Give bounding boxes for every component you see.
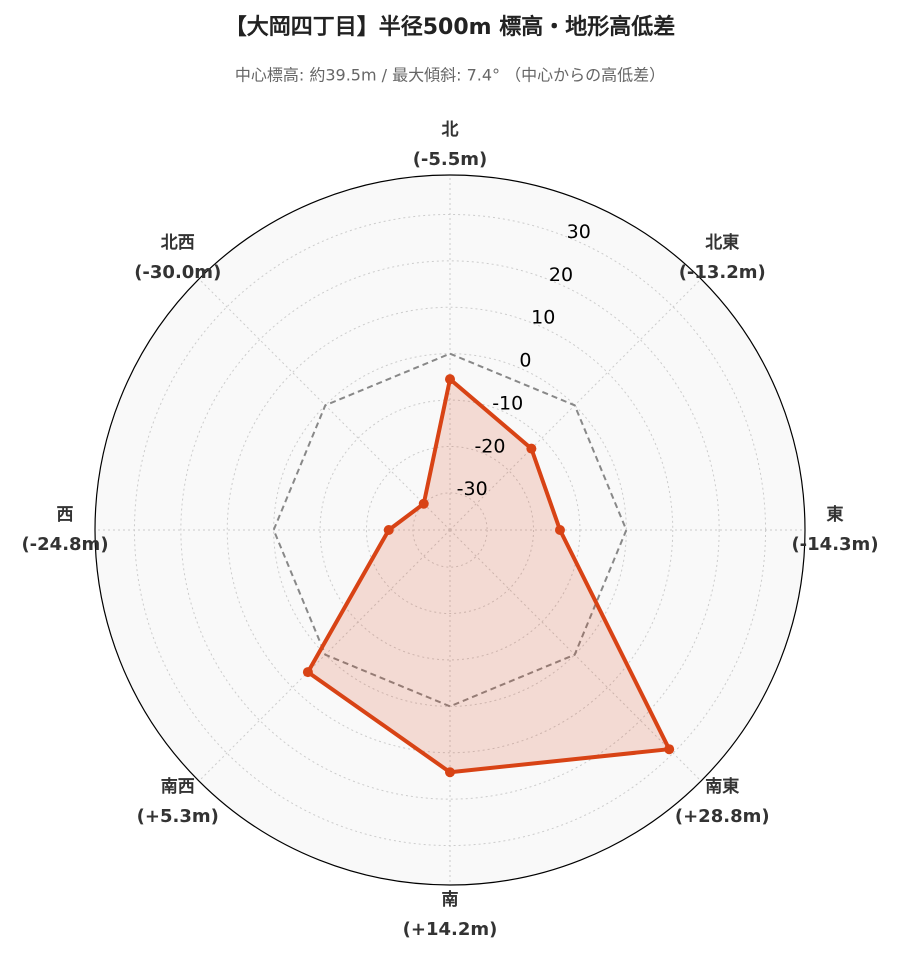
r-tick-label: -30 [457,478,488,500]
grid-spoke [449,529,702,782]
value-label: (+28.8m) [675,806,770,827]
category-label: 北西 [161,233,195,253]
r-tick-label: -20 [474,435,505,457]
r-tick-label: 10 [531,307,555,329]
r-tick-label: -10 [492,392,523,414]
data-point [445,374,455,385]
grid-circle [180,260,720,800]
value-label: (+14.2m) [403,919,498,940]
r-tick-label: 30 [567,221,591,243]
grid-spoke [198,278,451,531]
outer-circle [94,174,806,886]
grid-circle [226,306,674,754]
chart-subtitle: 中心標高: 約39.5m / 最大傾斜: 7.4° （中心からの高低差） [235,66,665,85]
grid-circle [412,492,488,568]
grid-spoke [449,278,702,531]
grid-spoke [198,529,451,782]
category-label: 南西 [161,776,195,797]
value-label: (+5.3m) [137,806,219,827]
data-point [526,443,537,454]
r-tick-label: 20 [549,264,573,286]
data-point [445,767,455,778]
category-label: 南 [442,889,459,910]
data-point [554,525,565,535]
value-label: (-13.2m) [679,262,766,283]
category-label: 西 [57,505,74,525]
grid-circle [365,445,535,615]
grid-circle [319,399,581,661]
data-point [664,744,675,755]
r-tick-label: 0 [519,350,531,372]
chart-title: 【大岡四丁目】半径500m 標高・地形高低差 [225,14,676,40]
category-label: 南東 [705,776,739,797]
category-label: 東 [827,504,844,525]
category-label: 北東 [705,232,739,253]
data-point [418,498,429,509]
value-label: (-24.8m) [21,534,108,555]
value-label: (-14.3m) [791,534,878,555]
category-label: 北 [442,120,459,140]
data-point [302,667,313,678]
value-label: (-30.0m) [134,262,221,283]
value-label: (-5.5m) [413,149,488,170]
data-point [383,525,394,535]
